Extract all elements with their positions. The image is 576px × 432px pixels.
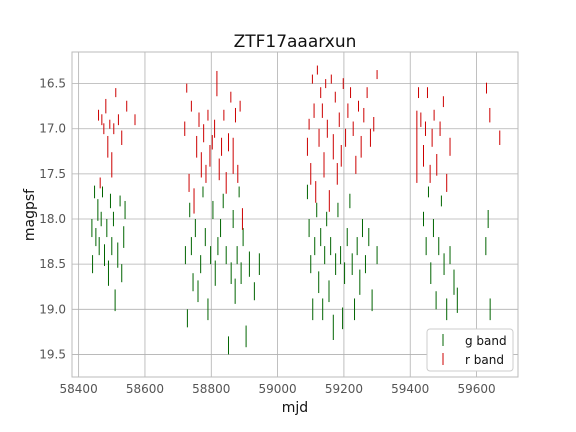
grid [72, 52, 518, 377]
x-tick-label: 58600 [126, 382, 164, 396]
y-tick-label: 16.5 [39, 77, 66, 91]
series-r-band [98, 65, 501, 230]
x-axis-ticks: 58400 58600 58800 59000 59200 59400 59600 [60, 382, 496, 396]
series-g-band [91, 184, 491, 355]
y-tick-label: 18.5 [39, 257, 66, 271]
y-tick-label: 17.0 [39, 122, 66, 136]
x-tick-label: 58400 [60, 382, 98, 396]
legend: g band r band [426, 328, 514, 372]
x-tick-label: 59400 [391, 382, 429, 396]
y-tick-label: 18.0 [39, 212, 66, 226]
y-axis-ticks: 16.5 17.0 17.5 18.0 18.5 19.0 19.5 [39, 77, 66, 362]
plot-frame [71, 51, 519, 378]
x-tick-label: 59600 [457, 382, 495, 396]
legend-r-band-label: r band [465, 353, 504, 367]
x-axis-label: mjd [282, 400, 308, 416]
legend-g-band-label: g band [465, 334, 507, 348]
y-tick-label: 17.5 [39, 167, 66, 181]
data-marks [91, 65, 501, 355]
y-tick-label: 19.0 [39, 302, 66, 316]
x-tick-label: 58800 [192, 382, 230, 396]
y-tick-label: 19.5 [39, 347, 66, 361]
chart-title: ZTF17aaarxun [234, 32, 357, 52]
x-tick-label: 59200 [325, 382, 363, 396]
y-axis-label: magpsf [22, 188, 38, 241]
legend-box [426, 328, 514, 372]
x-tick-label: 59000 [258, 382, 296, 396]
